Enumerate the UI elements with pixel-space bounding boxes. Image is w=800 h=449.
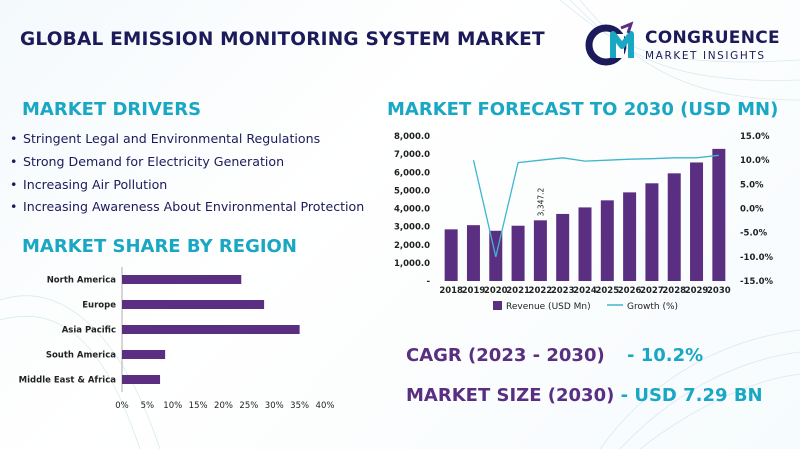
revenue-bar xyxy=(690,162,704,281)
region-x-tick-label: 20% xyxy=(214,401,233,411)
revenue-bar xyxy=(667,173,681,281)
region-share-chart: North America Europe Asia Pacific South Ame… xyxy=(19,267,335,411)
region-x-tick-label: 10% xyxy=(163,401,182,411)
cagr-label: CAGR (2023 - 2030) xyxy=(406,345,605,366)
forecast-right-tick-label: -10.0% xyxy=(740,253,773,263)
forecast-left-tick-label: 1,000.0 xyxy=(394,259,430,269)
logo-tagline: MARKET INSIGHTS xyxy=(645,50,766,62)
forecast-x-tick-label: 2027 xyxy=(640,286,664,296)
forecast-heading: MARKET FORECAST TO 2030 (USD MN) xyxy=(387,99,779,120)
forecast-x-tick-label: 2021 xyxy=(506,286,530,296)
driver-item: Stringent Legal and Environmental Regula… xyxy=(10,128,364,151)
revenue-bar xyxy=(645,183,659,281)
market-size-stat: MARKET SIZE (2030) - USD 7.29 BN xyxy=(406,385,763,406)
cagr-value: - 10.2% xyxy=(626,345,704,366)
region-x-tick-label: 15% xyxy=(189,401,208,411)
revenue-bar xyxy=(600,200,614,281)
region-x-tick-label: 35% xyxy=(290,401,309,411)
forecast-x-tick-label: 2028 xyxy=(662,286,686,296)
revenue-bar xyxy=(578,207,592,281)
cm-monogram-icon xyxy=(585,21,634,66)
forecast-right-tick-label: 5.0% xyxy=(740,180,764,190)
page-title: GLOBAL EMISSION MONITORING SYSTEM MARKET xyxy=(20,29,545,50)
forecast-right-tick-label: 10.0% xyxy=(740,156,770,166)
forecast-left-tick-label: 7,000.0 xyxy=(394,150,430,160)
forecast-left-tick-label: 2,000.0 xyxy=(394,241,430,251)
revenue-bar xyxy=(623,192,637,281)
market-drivers-list: Stringent Legal and Environmental Regula… xyxy=(10,128,364,219)
growth-line xyxy=(472,154,719,257)
forecast-x-tick-label: 2024 xyxy=(573,286,597,296)
forecast-x-tick-label: 2025 xyxy=(595,286,619,296)
legend-growth-label: Growth (%) xyxy=(627,302,678,312)
region-category-label: Europe xyxy=(82,301,116,311)
forecast-right-tick-label: 15.0% xyxy=(740,132,770,142)
region-category-label: Asia Pacific xyxy=(62,326,116,336)
revenue-data-label: 3,347.2 xyxy=(536,187,545,216)
forecast-x-tick-label: 2019 xyxy=(462,286,486,296)
revenue-bar xyxy=(556,213,570,281)
forecast-left-tick-label: 5,000.0 xyxy=(394,186,430,196)
driver-item: Increasing Awareness About Environmental… xyxy=(10,196,364,219)
region-bar xyxy=(122,300,265,309)
revenue-bar xyxy=(533,220,547,281)
logo-name: CONGRUENCE xyxy=(645,28,780,48)
region-share-heading: MARKET SHARE BY REGION xyxy=(22,236,297,257)
forecast-left-tick-label: 4,000.0 xyxy=(394,205,430,215)
region-bar xyxy=(122,375,161,384)
region-bar xyxy=(122,325,300,334)
forecast-x-tick-label: 2030 xyxy=(707,286,731,296)
forecast-x-tick-label: 2022 xyxy=(529,286,553,296)
forecast-x-tick-label: 2020 xyxy=(484,286,508,296)
forecast-left-tick-label: 3,000.0 xyxy=(394,223,430,233)
forecast-x-tick-label: 2018 xyxy=(439,286,463,296)
region-x-tick-label: 30% xyxy=(265,401,284,411)
forecast-x-tick-label: 2029 xyxy=(685,286,709,296)
revenue-bar xyxy=(712,148,726,281)
legend-revenue-swatch xyxy=(493,301,502,310)
driver-item: Increasing Air Pollution xyxy=(10,174,364,197)
forecast-left-tick-label: 8,000.0 xyxy=(394,132,430,142)
forecast-left-tick-label: 6,000.0 xyxy=(394,168,430,178)
region-x-tick-label: 0% xyxy=(115,401,129,411)
region-category-label: South America xyxy=(46,351,116,361)
region-x-tick-label: 40% xyxy=(316,401,335,411)
forecast-right-tick-label: -15.0% xyxy=(740,277,773,287)
cagr-stat: CAGR (2023 - 2030) - 10.2% xyxy=(406,345,703,366)
forecast-x-tick-label: 2026 xyxy=(618,286,642,296)
forecast-chart: - 1,000.0 2,000.0 3,000.0 4,000.0 5,000.0 6,00… xyxy=(394,132,774,312)
revenue-bar xyxy=(511,225,525,281)
company-logo: CONGRUENCE MARKET INSIGHTS xyxy=(585,20,790,68)
region-x-tick-label: 25% xyxy=(239,401,258,411)
market-size-value: - USD 7.29 BN xyxy=(620,385,763,406)
forecast-right-tick-label: 0.0% xyxy=(740,205,764,215)
market-drivers-heading: MARKET DRIVERS xyxy=(22,99,202,120)
region-x-tick-label: 5% xyxy=(141,401,155,411)
revenue-bar xyxy=(444,229,458,281)
forecast-right-tick-label: -5.0% xyxy=(740,229,768,239)
forecast-left-tick-label: - xyxy=(426,277,430,287)
region-category-label: Middle East & Africa xyxy=(19,376,117,386)
region-bar xyxy=(122,350,166,359)
legend-revenue-label: Revenue (USD Mn) xyxy=(506,302,591,312)
region-bar xyxy=(122,275,242,284)
revenue-bar xyxy=(466,225,480,281)
forecast-x-tick-label: 2023 xyxy=(551,286,575,296)
driver-item: Strong Demand for Electricity Generation xyxy=(10,151,364,174)
region-category-label: North America xyxy=(47,276,117,286)
market-size-label: MARKET SIZE (2030) xyxy=(406,385,615,406)
